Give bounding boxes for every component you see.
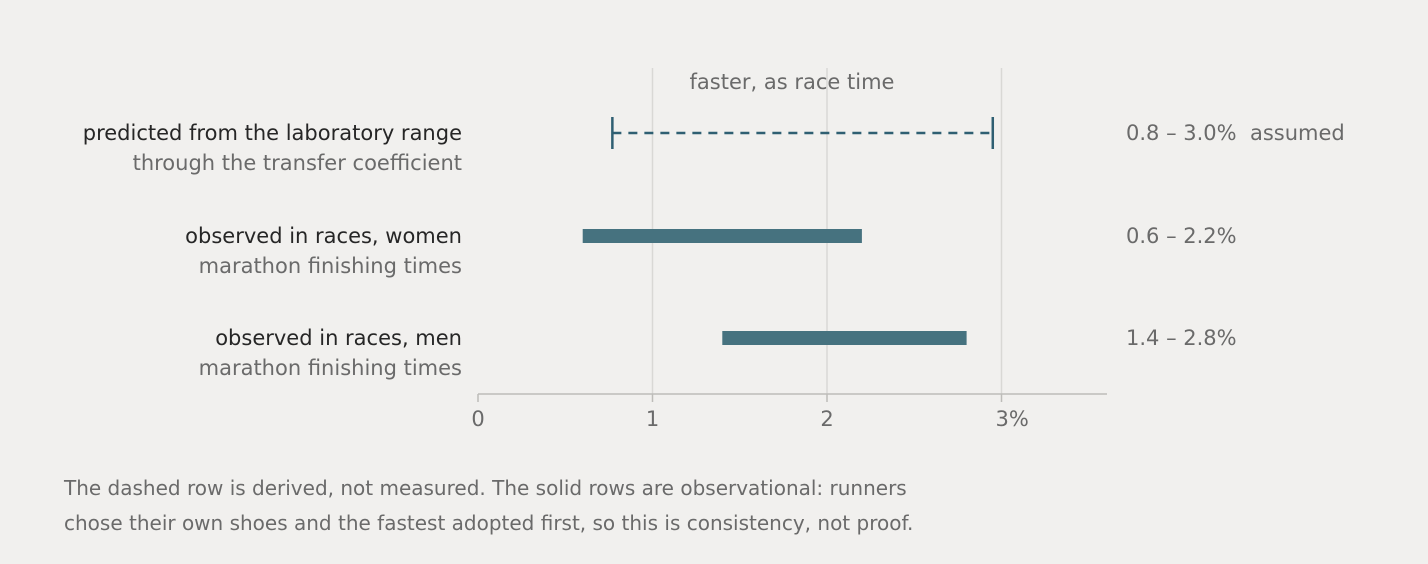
row-title-women: observed in races, women <box>185 224 462 248</box>
row-subtitle-men: marathon finishing times <box>199 356 462 380</box>
range-label-predicted: 0.8 – 3.0% assumed <box>1126 121 1345 145</box>
row-subtitle-predicted: through the transfer coefficient <box>133 151 462 175</box>
row-title-predicted: predicted from the laboratory range <box>83 121 462 145</box>
x-axis-ticks: 0 1 2 3% <box>471 394 1029 431</box>
range-bars <box>582 117 995 345</box>
tick-label-3: 3% <box>996 407 1029 431</box>
axis-title: faster, as race time <box>690 70 895 94</box>
range-bar-2 <box>722 331 967 345</box>
tick-label-2: 2 <box>820 407 833 431</box>
tick-label-1: 1 <box>646 407 659 431</box>
range-bar-1 <box>582 229 862 243</box>
tick-label-0: 0 <box>471 407 484 431</box>
footnote-line-2: chose their own shoes and the fastest ad… <box>64 511 913 535</box>
row-subtitle-women: marathon finishing times <box>199 254 462 278</box>
row-title-men: observed in races, men <box>215 326 462 350</box>
footnote-line-1: The dashed row is derived, not measured.… <box>63 476 907 500</box>
range-label-women: 0.6 – 2.2% <box>1126 224 1237 248</box>
range-label-men: 1.4 – 2.8% <box>1126 326 1237 350</box>
